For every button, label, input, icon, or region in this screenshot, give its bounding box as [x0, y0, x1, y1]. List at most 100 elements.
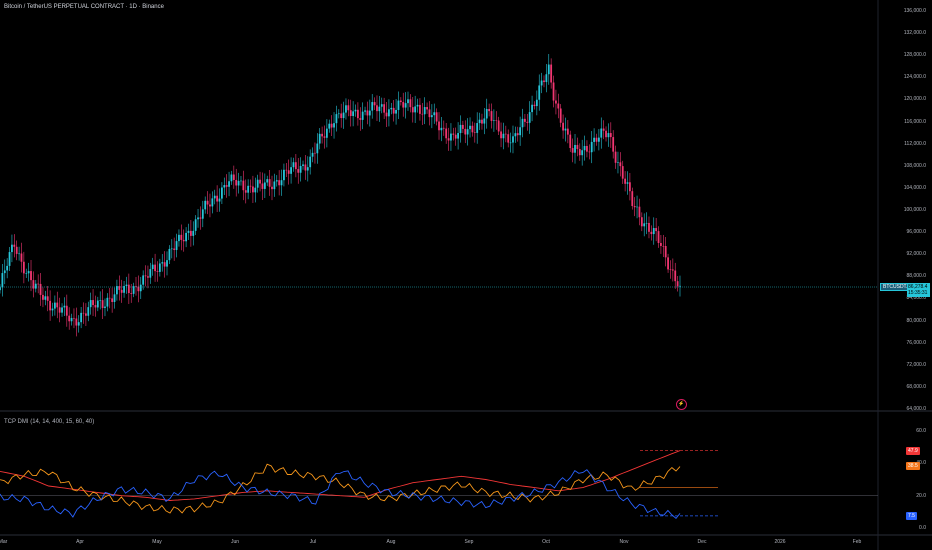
candle — [390, 102, 393, 115]
candle — [593, 128, 596, 152]
candle — [101, 289, 104, 320]
candle — [275, 175, 278, 187]
candle — [378, 95, 381, 122]
candle — [516, 126, 519, 142]
candle — [583, 135, 586, 161]
candle — [361, 102, 364, 130]
lightning-icon[interactable]: ⚡ — [676, 399, 687, 410]
indicator-value-badge: 47.9 — [906, 446, 920, 455]
candle — [15, 240, 18, 261]
candle — [192, 221, 195, 246]
candle — [108, 287, 111, 309]
candle — [545, 64, 548, 93]
price-scale-label: 120,000.0 — [903, 96, 926, 103]
candle — [466, 118, 469, 146]
price-scale-label: 104,000.0 — [903, 184, 926, 191]
candle — [25, 268, 28, 278]
candle — [547, 53, 550, 85]
candle — [259, 171, 261, 192]
candle — [87, 301, 90, 322]
candle — [359, 107, 362, 131]
candle — [166, 251, 168, 276]
candle — [383, 97, 386, 120]
candle — [419, 98, 421, 121]
time-axis-label: May — [152, 539, 162, 545]
candle — [605, 126, 607, 142]
candle — [445, 122, 448, 144]
candle — [633, 197, 636, 217]
candle — [309, 149, 312, 175]
candle — [628, 173, 631, 201]
candle — [37, 274, 40, 294]
candle — [77, 315, 80, 333]
candle — [664, 237, 667, 267]
candle — [416, 98, 419, 113]
candle — [619, 152, 622, 177]
candle — [490, 103, 493, 129]
candle — [235, 168, 238, 197]
indicator-scale-label: 20.0 — [916, 492, 926, 499]
price-scale-label: 124,000.0 — [903, 74, 926, 81]
price-scale-label: 116,000.0 — [904, 118, 926, 125]
candle — [347, 99, 350, 117]
candle — [531, 95, 533, 122]
indicator-levels — [0, 450, 878, 517]
candle — [228, 171, 230, 197]
candle — [46, 286, 49, 312]
candle — [244, 179, 247, 204]
candle — [450, 123, 452, 151]
candle — [679, 275, 681, 297]
candle — [18, 246, 20, 261]
candle — [519, 116, 522, 146]
candle — [118, 275, 121, 301]
price-scale-label: 92,000.0 — [906, 251, 926, 258]
candle — [421, 103, 424, 126]
price-scale-label: 64,000.0 — [906, 406, 926, 412]
candle — [497, 116, 500, 136]
candle — [650, 225, 653, 241]
candle — [409, 94, 412, 113]
candle — [211, 191, 214, 214]
candle — [614, 145, 617, 169]
candle — [213, 189, 216, 205]
candle — [32, 271, 35, 298]
candle — [178, 229, 180, 247]
indicator-title[interactable]: TCP DMI (14, 14, 400, 15, 60, 40) — [4, 419, 95, 425]
candle — [500, 122, 502, 148]
candle — [586, 140, 588, 158]
candle — [492, 109, 495, 132]
candle — [263, 173, 266, 198]
candle — [173, 237, 176, 261]
time-axis-label: Aug — [386, 539, 396, 545]
candle — [652, 217, 655, 245]
candle — [452, 127, 455, 141]
candle — [385, 101, 388, 127]
price-scale-label: 108,000.0 — [903, 162, 926, 169]
candle — [555, 89, 557, 115]
candle — [624, 171, 627, 192]
candle — [189, 220, 192, 247]
candle — [667, 253, 669, 273]
countdown-timer: 15:35:31 — [908, 290, 928, 296]
candle — [526, 113, 529, 131]
candle — [232, 165, 235, 189]
candle — [602, 120, 605, 140]
candle — [299, 157, 302, 182]
candle — [65, 294, 68, 327]
candle — [225, 174, 228, 198]
candle — [89, 292, 92, 315]
candle — [397, 91, 400, 119]
candle — [306, 156, 309, 182]
candle — [285, 163, 288, 178]
candle — [574, 134, 576, 164]
candle — [426, 102, 428, 114]
candle — [354, 104, 357, 117]
candle — [156, 261, 159, 282]
candle — [428, 101, 431, 126]
price-scale-label: 100,000.0 — [903, 207, 926, 213]
indicator-scale-label: 60.0 — [916, 428, 926, 434]
candle — [113, 287, 116, 309]
candle — [170, 239, 173, 259]
candle — [132, 282, 135, 298]
